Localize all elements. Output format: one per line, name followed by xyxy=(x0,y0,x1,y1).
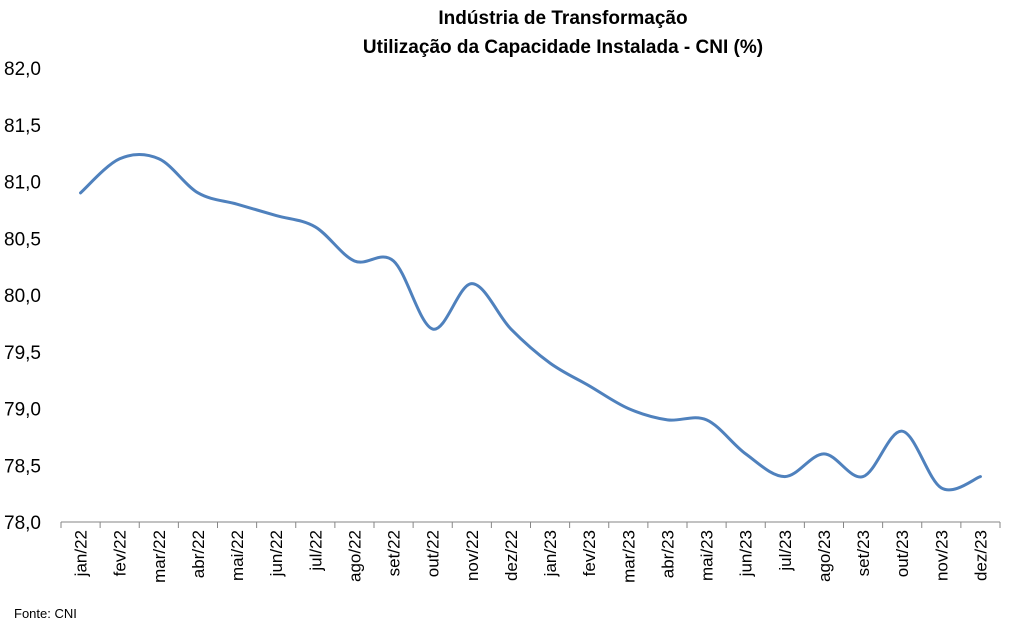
data-point xyxy=(588,384,591,387)
data-point xyxy=(549,362,552,365)
x-tick-label: jan/23 xyxy=(541,530,560,577)
data-point xyxy=(862,475,865,478)
y-tick-label: 80,0 xyxy=(4,286,41,307)
x-tick-label: set/22 xyxy=(385,530,404,576)
y-tick-label: 78,0 xyxy=(4,513,41,534)
x-tick-label: abr/23 xyxy=(658,530,677,578)
data-point xyxy=(666,418,669,421)
x-tick-label: ago/22 xyxy=(345,530,364,582)
x-tick-label: out/22 xyxy=(424,530,443,577)
x-tick-label: jun/22 xyxy=(267,530,286,577)
data-point xyxy=(822,452,825,455)
chart-title: Indústria de Transformação xyxy=(438,8,687,29)
data-point xyxy=(275,214,278,217)
y-tick-label: 82,0 xyxy=(4,59,41,80)
x-tick-label: fev/22 xyxy=(111,530,130,576)
data-point xyxy=(392,259,395,262)
x-tick-label: dez/23 xyxy=(971,530,990,581)
data-point xyxy=(353,259,356,262)
x-tick-label: mar/23 xyxy=(619,530,638,583)
x-tick-label: jul/23 xyxy=(776,530,795,572)
chart-subtitle: Utilização da Capacidade Instalada - CNI… xyxy=(363,37,763,58)
data-point xyxy=(470,282,473,285)
data-point xyxy=(744,452,747,455)
x-tick-label: dez/22 xyxy=(502,530,521,581)
x-tick-label: nov/22 xyxy=(463,530,482,581)
data-point xyxy=(979,475,982,478)
data-point xyxy=(118,157,121,160)
y-tick-label: 81,0 xyxy=(4,173,41,194)
x-tick-label: nov/23 xyxy=(932,530,951,581)
data-point xyxy=(627,407,630,410)
data-point xyxy=(783,475,786,478)
x-tick-label: set/23 xyxy=(854,530,873,576)
x-tick-label: fev/23 xyxy=(580,530,599,576)
data-point xyxy=(940,486,943,489)
data-point xyxy=(705,418,708,421)
data-point xyxy=(431,328,434,331)
x-tick-label: mai/22 xyxy=(228,530,247,581)
data-point xyxy=(901,430,904,433)
series-line xyxy=(79,153,982,492)
x-tick-label: jan/22 xyxy=(72,530,91,577)
data-point xyxy=(157,157,160,160)
y-tick-label: 78,5 xyxy=(4,456,41,477)
data-point xyxy=(79,191,82,194)
x-tick-label: jul/22 xyxy=(306,530,325,572)
x-tick-label: out/23 xyxy=(893,530,912,577)
y-tick-label: 79,0 xyxy=(4,400,41,421)
data-point xyxy=(314,225,317,228)
source-note: Fonte: CNI xyxy=(14,606,77,621)
x-tick-label: mai/23 xyxy=(698,530,717,581)
y-tick-label: 81,5 xyxy=(4,116,41,137)
data-point xyxy=(236,203,239,206)
x-tick-label: jun/23 xyxy=(737,530,756,577)
y-tick-label: 80,5 xyxy=(4,229,41,250)
plot-area xyxy=(79,153,982,492)
x-tick-label: abr/22 xyxy=(189,530,208,578)
y-tick-label: 79,5 xyxy=(4,343,41,364)
x-axis: jan/22 fev/22 mar/22 abr/22 mai/22 jun/22 jul/… xyxy=(60,521,1001,583)
data-point xyxy=(509,328,512,331)
x-tick-label: mar/22 xyxy=(150,530,169,583)
data-point xyxy=(196,191,199,194)
x-tick-label: ago/23 xyxy=(815,530,834,582)
y-axis: 82,0 81,5 81,0 80,5 80,0 79,5 79,0 78,5 78,0 xyxy=(4,59,41,534)
